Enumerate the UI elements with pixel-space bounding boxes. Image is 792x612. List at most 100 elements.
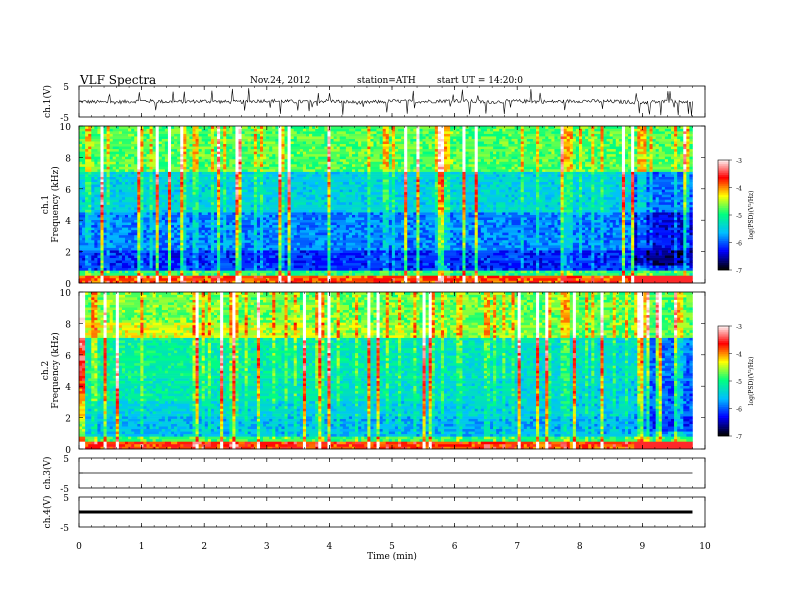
spectrogram-cell	[235, 255, 239, 258]
spectrogram-cell	[266, 277, 270, 281]
spectrogram-cell	[646, 229, 650, 233]
spectrogram-cell	[171, 237, 175, 241]
spectrogram-cell	[229, 250, 236, 253]
spectrogram-cell	[134, 280, 138, 284]
spectrogram-cell	[578, 179, 583, 183]
spectrogram-cell	[591, 186, 595, 190]
spectrogram-cell	[370, 199, 377, 203]
spectrogram-cell	[152, 242, 156, 246]
spectrogram-cell	[560, 181, 564, 185]
spectrogram-cell	[330, 257, 341, 261]
spectrogram-cell	[158, 275, 163, 279]
spectrogram-cell	[591, 214, 595, 218]
spectrogram-cell	[278, 204, 282, 208]
spectrogram-cell	[250, 207, 255, 210]
spectrogram-cell	[281, 204, 285, 208]
spectrogram-cell	[591, 272, 598, 276]
spectrogram-cell	[336, 270, 350, 274]
spectrogram-cell	[474, 237, 479, 241]
spectrogram-cell	[183, 191, 193, 195]
spectrogram-cell	[352, 201, 362, 205]
spectrogram-cell	[674, 237, 678, 241]
spectrogram-cell	[594, 257, 601, 261]
spectrogram-cell	[674, 184, 678, 188]
spectrogram-cell	[477, 217, 494, 220]
spectrogram-cell	[529, 280, 540, 284]
spectrogram-cell	[615, 232, 623, 236]
spectrogram-cell	[471, 222, 475, 226]
spectrogram-cell	[625, 184, 632, 188]
spectrogram-cell	[594, 265, 598, 269]
spectrogram-cell	[640, 212, 653, 215]
spectrogram-cell	[345, 277, 353, 281]
spectrogram-cell	[631, 201, 635, 205]
spectrogram-cell	[683, 270, 687, 274]
spectrogram-cell	[241, 227, 255, 231]
spectrogram-cell	[468, 262, 472, 266]
spectrogram-cell	[511, 242, 515, 246]
spectrogram-cell	[422, 242, 426, 246]
spectrogram-cell	[241, 262, 255, 266]
spectrogram-cell	[416, 217, 420, 220]
spectrogram-cell	[658, 184, 675, 188]
spectrogram-cell	[416, 242, 420, 246]
spectrogram-cell	[444, 207, 451, 210]
spectrogram-cell	[465, 260, 469, 264]
spectrogram-cell	[434, 234, 439, 238]
spectrogram-cell	[269, 280, 276, 284]
spectrogram-cell	[94, 252, 98, 256]
spectrogram-cell	[597, 201, 601, 205]
spectrogram-cell	[425, 201, 433, 205]
spectrogram-cell	[437, 217, 442, 220]
spectrogram-cell	[419, 265, 433, 269]
spectrogram-cell	[269, 239, 279, 243]
spectrogram-cell	[226, 189, 236, 193]
spectrogram-cell	[309, 242, 313, 246]
spectrogram-cell	[367, 209, 371, 213]
spectrogram-cell	[263, 252, 276, 256]
spectrogram-cell	[652, 212, 669, 215]
spectrogram-cell	[529, 262, 534, 266]
spectrogram-cell	[137, 275, 141, 279]
spectrogram-cell	[422, 232, 436, 236]
spectrogram-cell	[551, 237, 561, 241]
spectrogram-cell	[398, 204, 405, 208]
spectrogram-cell	[560, 214, 564, 218]
spectrogram-cell	[367, 234, 371, 238]
spectrogram-cell	[572, 242, 580, 246]
spectrogram-cell	[523, 262, 531, 266]
spectrogram-cell	[106, 229, 114, 233]
spectrogram-cell	[278, 199, 282, 203]
spectrogram-cell	[514, 237, 518, 241]
spectrogram-cell	[625, 204, 629, 208]
spectrogram-cell	[609, 277, 623, 281]
spectrogram-cell	[223, 207, 227, 210]
spectrogram-cell	[465, 222, 469, 226]
spectrogram-cell	[220, 212, 233, 215]
spectrogram-cell	[109, 189, 117, 193]
spectrogram-cell	[287, 179, 291, 183]
spectrogram-cell	[486, 242, 494, 246]
spectrogram-cell	[161, 272, 169, 276]
spectrogram-cell	[333, 255, 337, 258]
spectrogram-cell	[100, 179, 104, 183]
spectrogram-cell	[465, 250, 469, 253]
spectrogram-cell	[618, 184, 623, 188]
spectrogram-cell	[210, 186, 215, 190]
spectrogram-cell	[352, 229, 362, 233]
spectrogram-cell	[339, 232, 344, 236]
spectrogram-cell	[109, 209, 129, 213]
spectrogram-cell	[241, 179, 245, 183]
spectrogram-cell	[456, 196, 463, 200]
spectrogram-cell	[137, 267, 141, 271]
spectrogram-cell	[192, 260, 199, 264]
spectrogram-cell	[106, 201, 110, 205]
spectrogram-cell	[302, 194, 307, 198]
spectrogram-cell	[143, 219, 150, 223]
spectrogram-cell	[195, 280, 199, 284]
spectrogram-cell	[309, 267, 313, 271]
spectrogram-cell	[272, 229, 276, 233]
spectrogram-cell	[161, 217, 166, 220]
spectrogram-cell	[465, 242, 469, 246]
spectrogram-cell	[447, 280, 451, 284]
